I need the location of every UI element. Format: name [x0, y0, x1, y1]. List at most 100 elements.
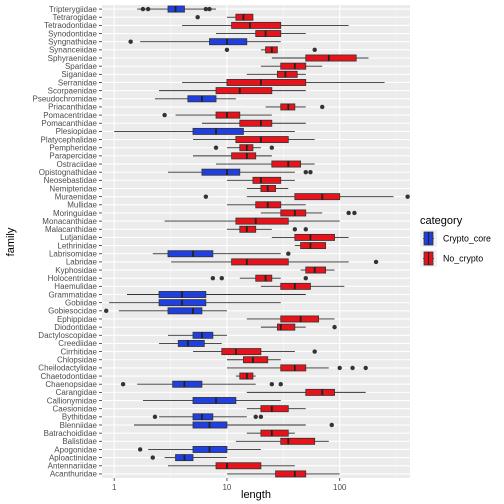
iqr-box	[226, 79, 307, 86]
box-priacanthidae	[265, 103, 325, 111]
y-tick-label: Gobiesocidae	[48, 307, 97, 316]
iqr-box	[239, 119, 273, 127]
outlier-point	[207, 6, 212, 12]
box-blenniidae	[134, 421, 334, 429]
box-balistidae	[235, 437, 329, 445]
y-tick-label: Priacanthidae	[48, 103, 97, 112]
box-acanthuridae	[226, 470, 340, 478]
box-aploactinidae	[150, 454, 227, 462]
outlier-point	[373, 259, 379, 265]
y-tick-label: Neosebastidae	[44, 176, 98, 185]
box-kyphosidae	[300, 266, 335, 274]
box-tetrarogidae	[195, 13, 254, 21]
iqr-box	[260, 405, 289, 413]
iqr-box	[167, 307, 203, 315]
iqr-box	[215, 462, 262, 470]
y-tick-label: Tetrarogidae	[53, 13, 98, 22]
outlier-point	[303, 169, 308, 175]
outlier-point	[210, 275, 216, 281]
y-tick-label: Scorpaenidae	[48, 86, 98, 95]
box-creediidae	[159, 339, 222, 347]
box-cheilodactylidae	[226, 364, 368, 372]
box-cirrhitidae	[192, 348, 317, 356]
iqr-box	[167, 250, 214, 258]
box-tetraodontidae	[182, 21, 349, 29]
outlier-point	[195, 15, 200, 20]
iqr-box	[235, 13, 254, 21]
iqr-box	[305, 388, 335, 396]
y-tick-label: Synanceiidae	[49, 46, 98, 55]
iqr-box	[305, 54, 357, 62]
box-pomacanthidae	[201, 119, 306, 127]
outlier-point	[203, 194, 209, 199]
iqr-box	[252, 176, 282, 184]
y-tick-label: Platycephalidae	[41, 135, 98, 144]
iqr-box	[300, 242, 327, 250]
y-tick-label: Pomacanthidae	[41, 119, 97, 128]
box-sparidae	[260, 62, 323, 70]
x-tick-label: 1	[112, 483, 117, 492]
iqr-box	[177, 339, 205, 347]
y-tick-label: Ostraciidae	[57, 160, 98, 169]
outlier-point	[352, 210, 357, 216]
box-serranidae	[182, 79, 385, 86]
y-tick-label: Apogonidae	[54, 445, 97, 454]
box-malacanthidae	[226, 225, 308, 233]
iqr-box	[235, 136, 289, 144]
outlier-point	[286, 251, 291, 256]
y-tick-label: Synodontidae	[48, 29, 97, 38]
outlier-point	[219, 275, 224, 281]
y-axis-title: family	[5, 227, 17, 256]
iqr-box	[192, 397, 237, 404]
box-gobiesocidae	[104, 307, 227, 315]
box-chlopsidae	[226, 356, 281, 364]
outlier-point	[140, 6, 146, 12]
outlier-point	[292, 227, 298, 232]
box-scorpaenidae	[159, 87, 306, 95]
y-tick-label: Dactyloscopidae	[38, 331, 97, 340]
x-tick-label: 100	[333, 483, 347, 492]
y-tick-label: Holocentridae	[48, 274, 98, 283]
outlier-point	[128, 39, 133, 44]
legend-item-crypto_core: Crypto_core	[420, 230, 491, 247]
box-bythitidae	[152, 413, 264, 421]
outlier-point	[269, 145, 275, 150]
outlier-point	[346, 210, 351, 216]
y-tick-label: Plesiopidae	[56, 127, 98, 136]
iqr-box	[305, 266, 327, 274]
y-tick-label: Chaenopsidae	[45, 380, 97, 389]
box-batrachoididae	[246, 429, 295, 437]
outlier-point	[213, 145, 219, 150]
box-sphyraenidae	[271, 54, 369, 62]
box-chaetodontidae	[235, 372, 256, 380]
iqr-box	[294, 233, 335, 241]
box-platycephalidae	[192, 136, 315, 144]
outlier-point	[137, 447, 143, 452]
box-lethrinidae	[294, 242, 327, 250]
y-tick-label: Parapercidae	[49, 152, 97, 161]
y-tick-label: Labrisomidae	[49, 250, 98, 259]
y-tick-label: Caesionidae	[53, 404, 98, 413]
box-ostraciidae	[216, 160, 315, 168]
y-tick-label: Diodontidae	[54, 323, 97, 332]
box-diodontidae	[260, 323, 337, 331]
box-tripterygiidae	[137, 5, 217, 13]
outlier-point	[303, 227, 308, 232]
y-tick-label: Carangidae	[56, 388, 98, 397]
iqr-box	[231, 152, 257, 160]
iqr-box	[280, 437, 316, 445]
y-tick-label: Kyphosidae	[55, 266, 97, 275]
x-tick-label: 10	[222, 483, 231, 492]
box-pempheridae	[213, 144, 275, 152]
outlier-point	[120, 382, 126, 387]
y-tick-label: Nemipteridae	[49, 184, 97, 193]
outlier-point	[320, 104, 325, 110]
legend-items: Crypto_core No_crypto	[420, 230, 491, 267]
box-holocentridae	[210, 274, 308, 282]
iqr-box	[243, 356, 269, 364]
iqr-box	[294, 193, 341, 201]
iqr-box	[276, 70, 298, 78]
box-gobiidae	[109, 299, 281, 307]
plot-panel	[102, 5, 410, 478]
